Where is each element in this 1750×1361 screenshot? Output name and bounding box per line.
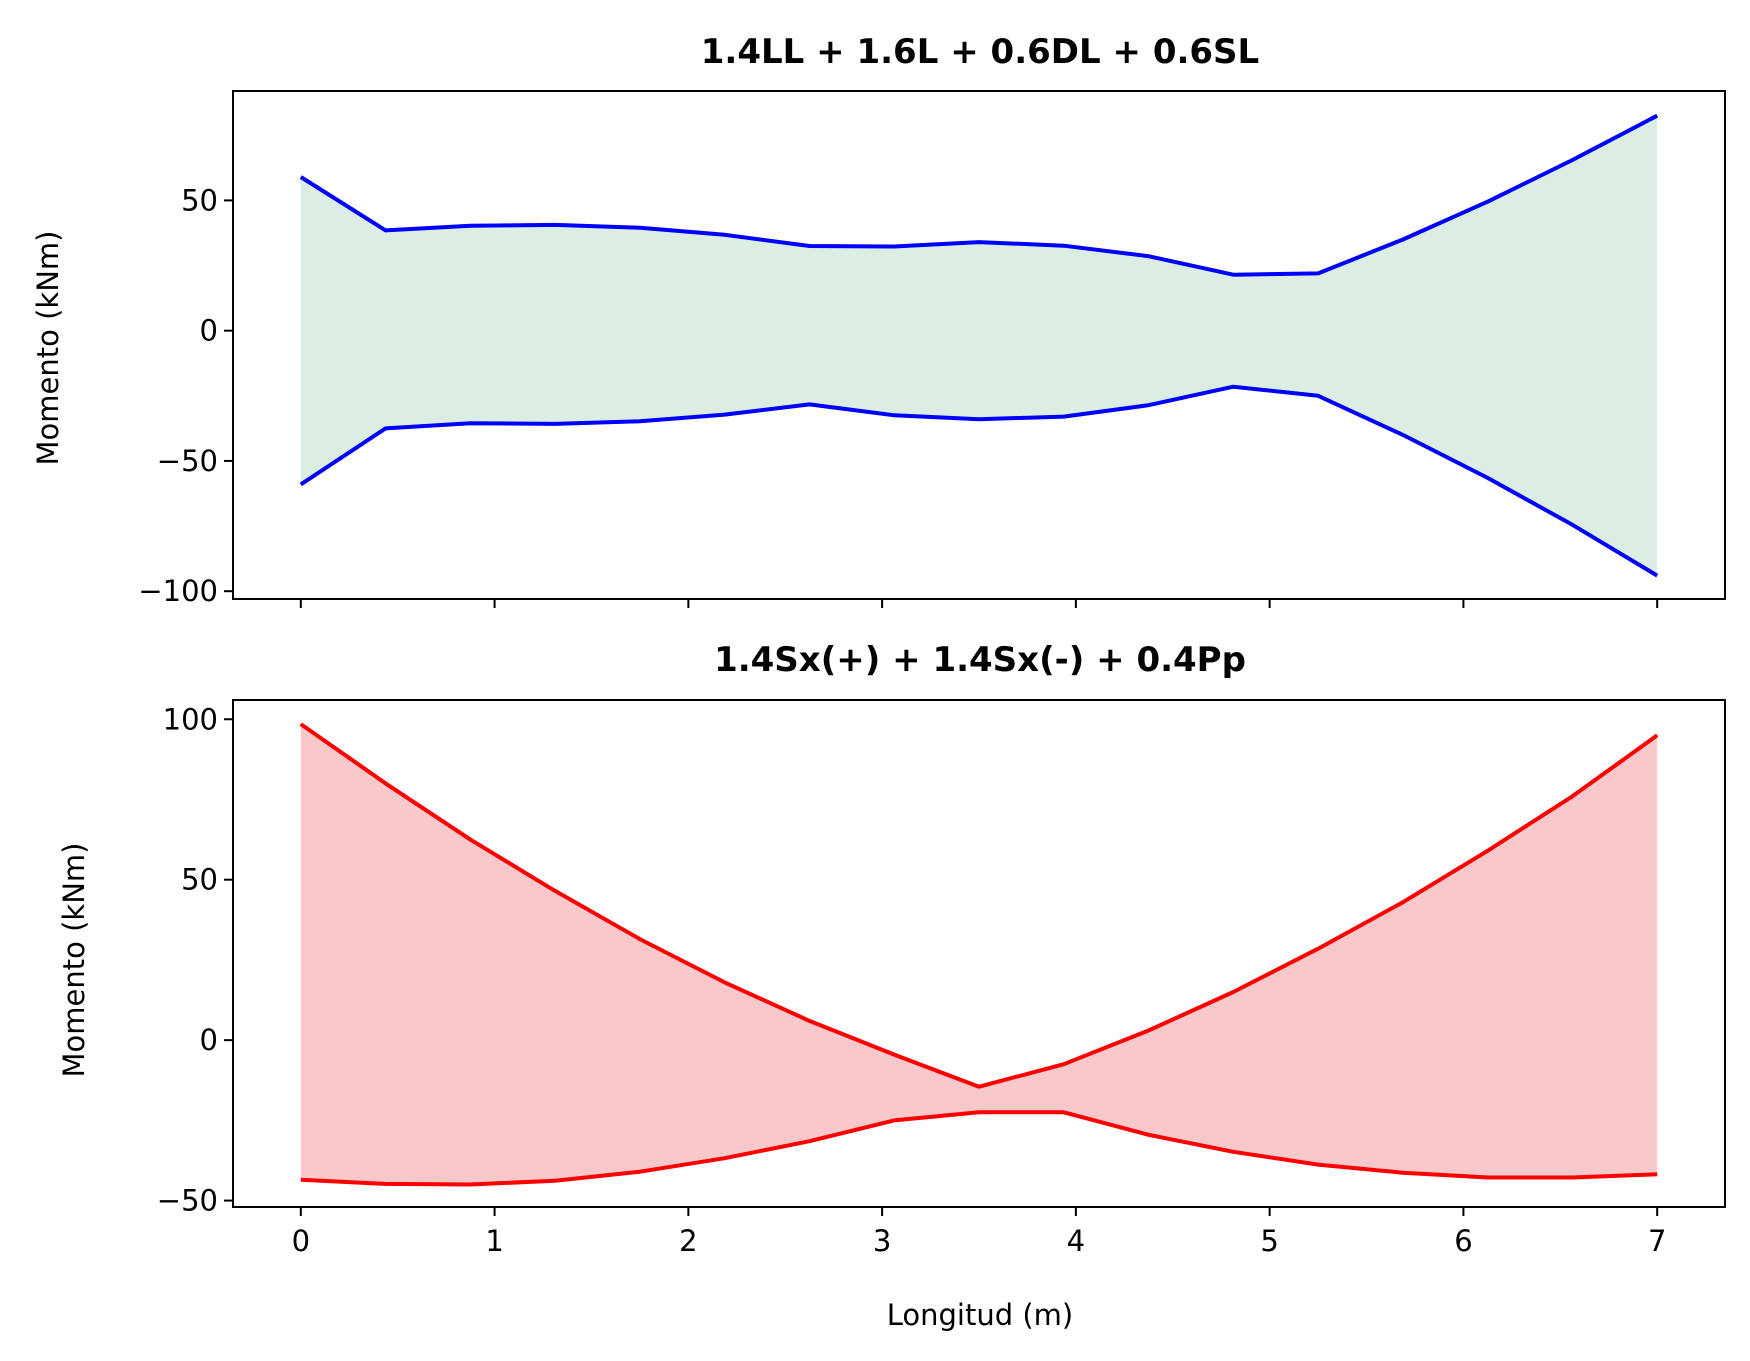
- bottom-chart-xtick-label: 3: [873, 1224, 891, 1258]
- top-chart-ytick-label: 0: [200, 314, 218, 348]
- top-chart-axes-frame: [232, 90, 1726, 600]
- bottom-chart-ytick-label: 100: [163, 702, 218, 736]
- bottom-chart-xtick-label: 2: [679, 1224, 697, 1258]
- bottom-chart-xtick-label: 5: [1260, 1224, 1278, 1258]
- top-chart-ytick-label: −50: [157, 444, 218, 478]
- bottom-chart-ytick-label: 50: [181, 863, 218, 897]
- bottom-chart-xtick-label: 7: [1648, 1224, 1666, 1258]
- bottom-chart-xtick-label: 1: [485, 1224, 503, 1258]
- top-chart-panel: 1.4LL + 1.6L + 0.6DL + 0.6SL Momento (kN…: [31, 32, 1726, 608]
- bottom-chart-ytick-label: 0: [200, 1023, 218, 1057]
- bottom-chart-fill-band: [300, 724, 1658, 1185]
- bottom-chart-ylabel: Momento (kNm): [57, 843, 91, 1078]
- top-chart-ytick-label: −100: [138, 574, 218, 608]
- bottom-chart-title: 1.4Sx(+) + 1.4Sx(-) + 0.4Pp: [714, 640, 1246, 680]
- bottom-chart-xlabel: Longitud (m): [887, 1298, 1074, 1332]
- bottom-chart-xtick-label: 0: [292, 1224, 310, 1258]
- bottom-chart-xtick-label: 4: [1067, 1224, 1085, 1258]
- top-chart-upper-line: [299, 113, 1659, 277]
- bottom-chart-upper-line: [299, 722, 1659, 1089]
- top-chart-lower-line: [299, 384, 1659, 578]
- top-chart-ytick-label: 50: [181, 183, 218, 217]
- bottom-chart-ytick-label: −50: [157, 1184, 218, 1218]
- bottom-chart-axes-frame: [232, 699, 1726, 1208]
- top-chart-fill-band: [300, 115, 1658, 576]
- top-chart-ylabel: Momento (kNm): [31, 231, 65, 466]
- bottom-chart-panel: 1.4Sx(+) + 1.4Sx(-) + 0.4Pp Momento (kNm…: [57, 640, 1726, 1332]
- bottom-chart-lower-line: [300, 1110, 1658, 1187]
- bottom-chart-xtick-label: 6: [1454, 1224, 1472, 1258]
- top-chart-title: 1.4LL + 1.6L + 0.6DL + 0.6SL: [701, 32, 1259, 72]
